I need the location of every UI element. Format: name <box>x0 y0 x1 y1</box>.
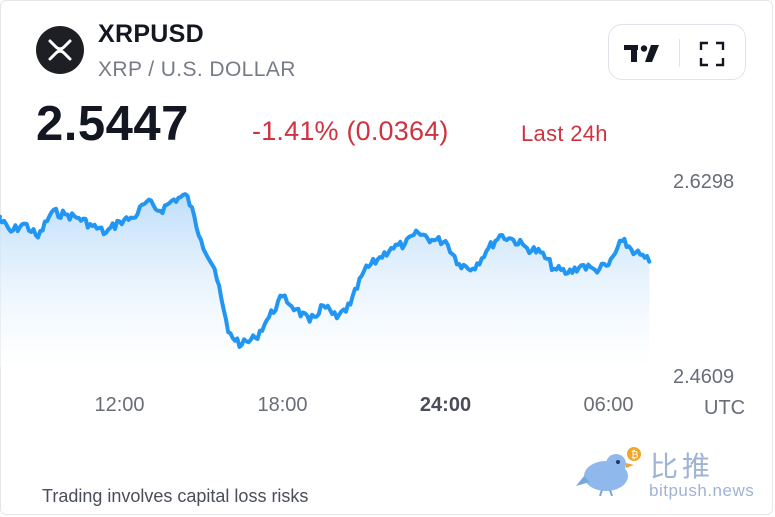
xrp-logo-icon <box>36 26 84 74</box>
timezone-label[interactable]: UTC <box>704 397 745 419</box>
x-tick-label[interactable]: 24:00 <box>420 394 471 416</box>
tradingview-logo-icon[interactable] <box>623 42 665 64</box>
change-period: Last 24h <box>521 121 608 146</box>
watermark-url: bitpush.news <box>649 481 755 500</box>
toolbar <box>608 24 746 80</box>
price-area-fill <box>0 194 650 367</box>
price-change: -1.41% (0.0364) <box>252 116 449 146</box>
x-tick-label[interactable]: 12:00 <box>94 394 144 416</box>
y-tick-low[interactable]: 2.4609 <box>673 366 734 388</box>
symbol-name[interactable]: XRPUSD <box>98 20 204 48</box>
y-tick-high[interactable]: 2.6298 <box>673 171 734 193</box>
last-price: 2.5447 <box>36 97 189 151</box>
x-tick-label[interactable]: 06:00 <box>583 394 633 416</box>
watermark-name: 比推 <box>650 450 715 483</box>
svg-text:₿: ₿ <box>631 449 638 461</box>
bird-icon: ₿ <box>576 447 641 496</box>
toolbar-divider <box>679 39 680 67</box>
risk-notice: Trading involves capital loss risks <box>42 486 309 506</box>
x-tick-label[interactable]: 18:00 <box>257 394 307 416</box>
price-series-line[interactable] <box>0 192 652 349</box>
symbol-description: XRP / U.S. DOLLAR <box>98 58 296 81</box>
fullscreen-icon[interactable] <box>699 41 725 67</box>
